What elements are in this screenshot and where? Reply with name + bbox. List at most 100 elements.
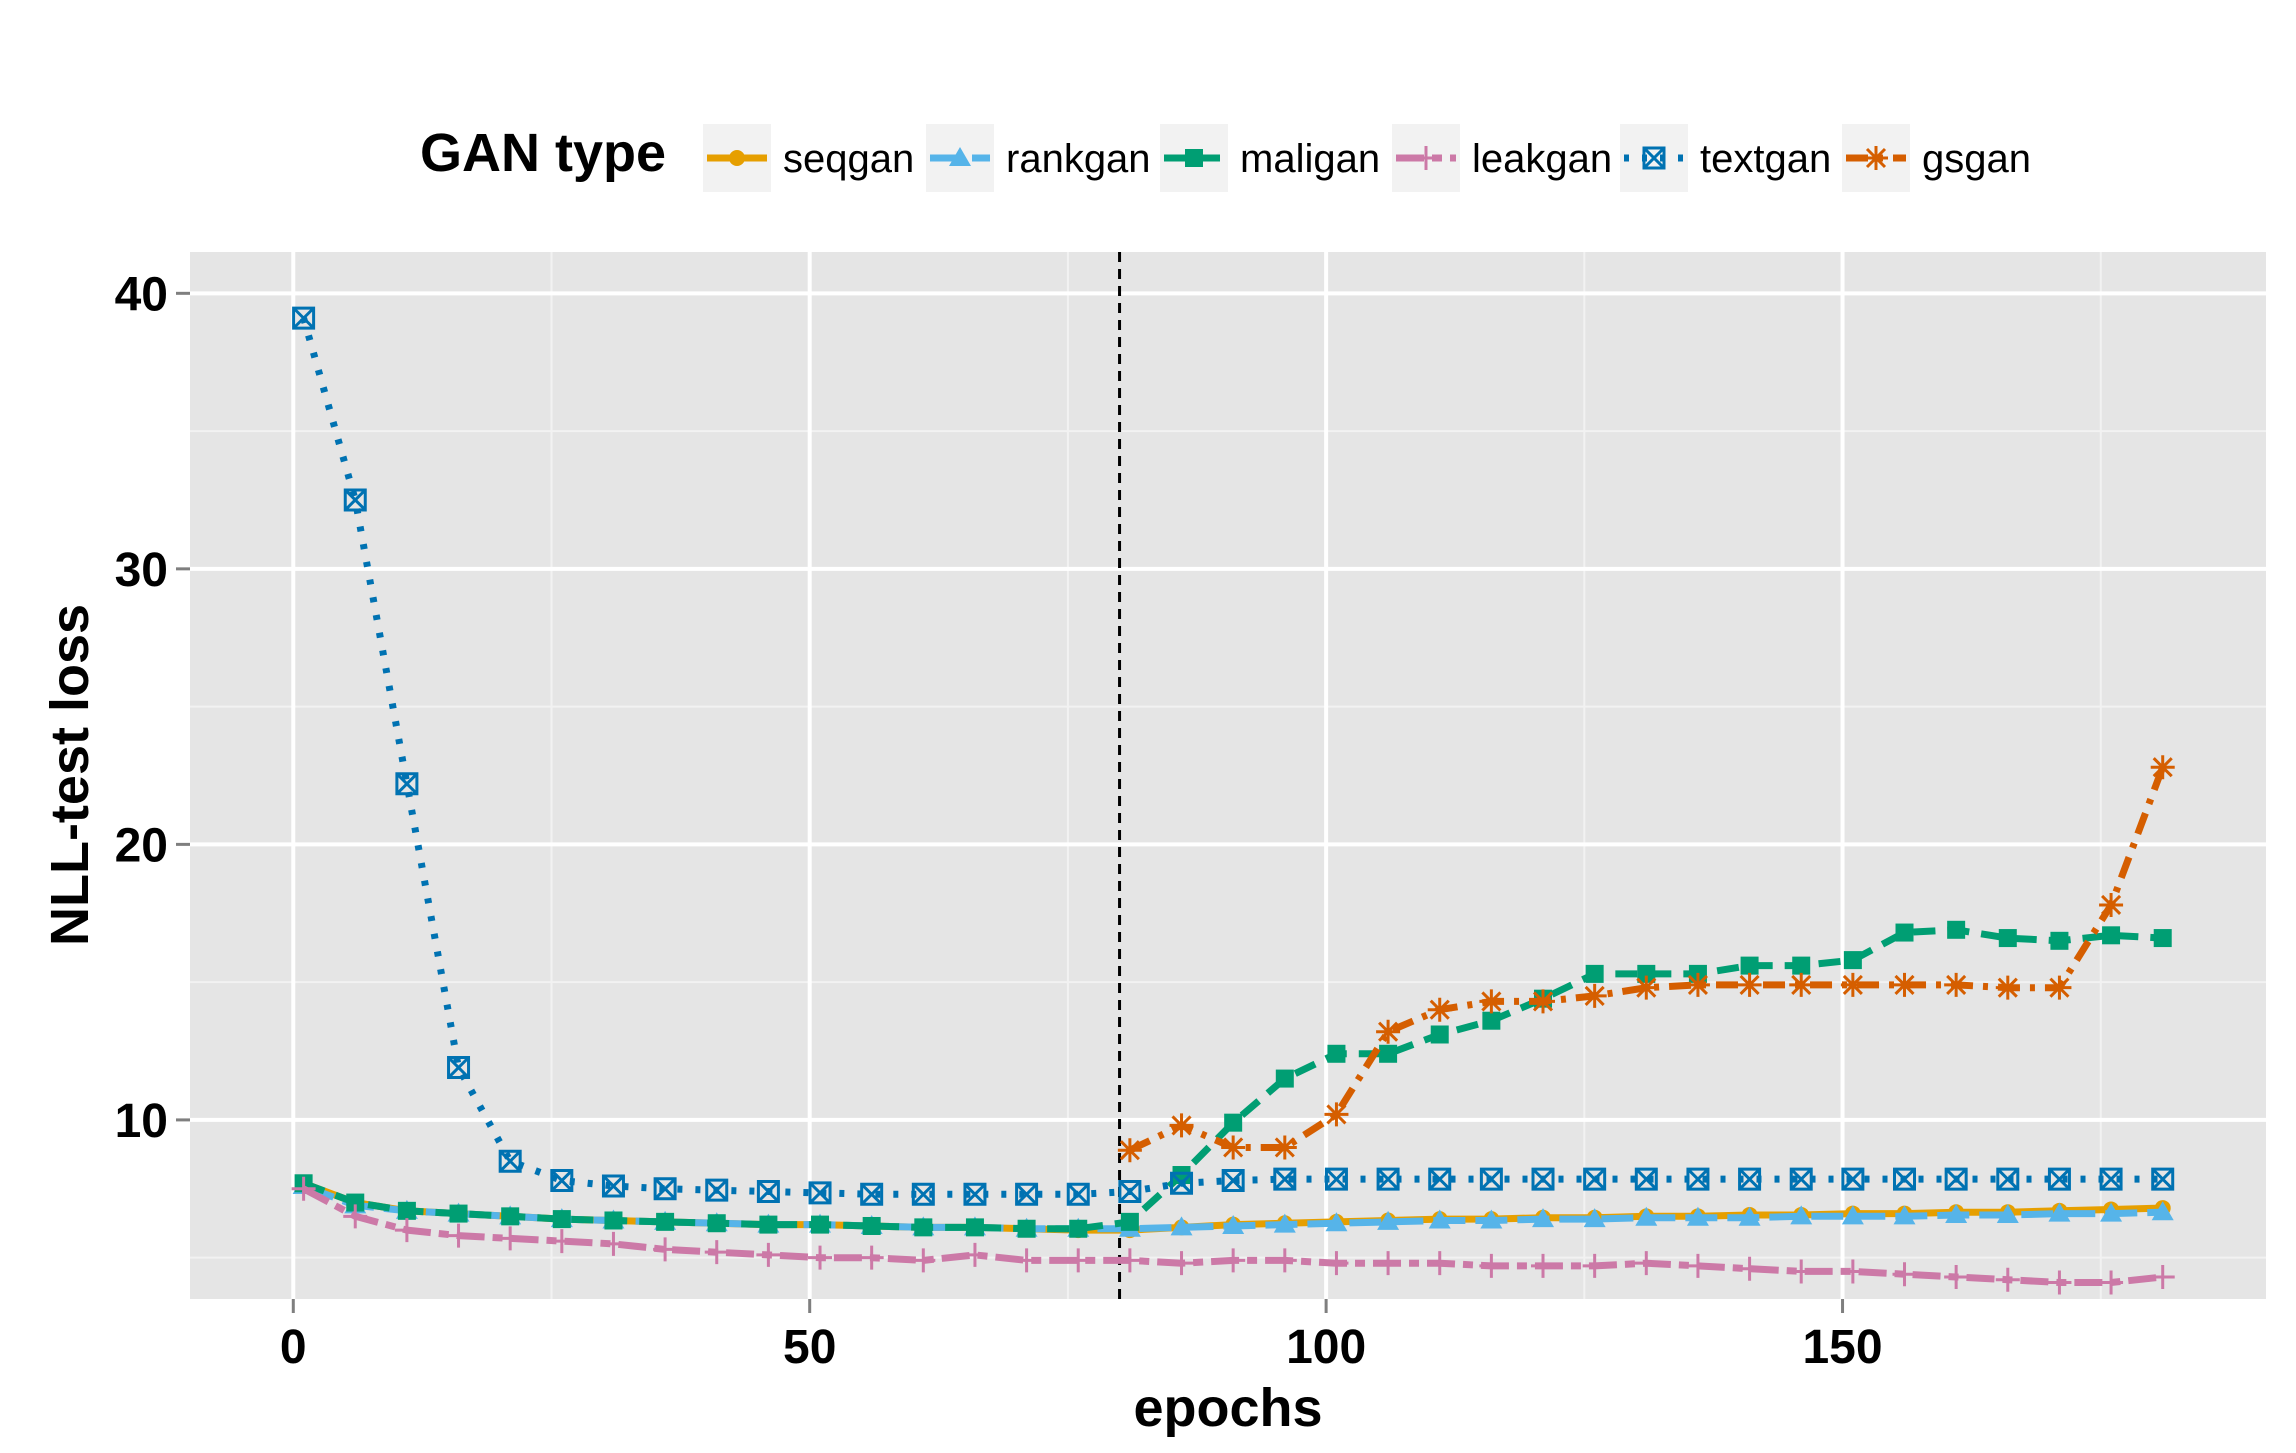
data-point-textgan: [1634, 1167, 1658, 1191]
x-axis: 0 50 100 150: [280, 1299, 1883, 1374]
data-point-leakgan: [1995, 1267, 2020, 1292]
data-point-leakgan: [1789, 1259, 1814, 1284]
data-point-textgan: [1893, 1167, 1917, 1191]
data-point-maligan: [2050, 931, 2069, 950]
data-point-leakgan: [2047, 1270, 2072, 1295]
data-point-maligan: [965, 1218, 984, 1237]
data-point-leakgan: [1427, 1251, 1452, 1276]
data-point-leakgan: [1737, 1256, 1762, 1281]
data-point-maligan: [501, 1207, 520, 1226]
data-point-leakgan: [1892, 1262, 1917, 1287]
data-point-maligan: [1895, 923, 1914, 942]
data-point-leakgan: [498, 1226, 523, 1251]
data-point-textgan: [1066, 1182, 1090, 1206]
data-point-maligan: [862, 1216, 881, 1235]
data-point-leakgan: [1685, 1253, 1710, 1278]
data-point-textgan: [1738, 1167, 1762, 1191]
x-tick-label: 100: [1286, 1321, 1366, 1374]
data-point-maligan: [811, 1215, 830, 1234]
data-point-rankgan: [1325, 1212, 1348, 1232]
legend-item-rankgan: rankgan: [926, 124, 1151, 192]
data-point-leakgan: [1221, 1248, 1246, 1273]
legend-label: gsgan: [1922, 137, 2031, 181]
legend-title: GAN type: [420, 123, 666, 183]
data-point-textgan: [1531, 1167, 1555, 1191]
data-point-gsgan: [1737, 972, 1762, 997]
data-point-rankgan: [1480, 1209, 1503, 1229]
y-axis: 10 20 30 40: [115, 268, 190, 1148]
legend-key-marker: [1642, 146, 1666, 170]
data-point-textgan: [447, 1056, 471, 1080]
data-point-leakgan: [601, 1231, 626, 1256]
data-point-gsgan: [1324, 1102, 1349, 1127]
data-point-gsgan: [1427, 997, 1452, 1022]
data-point-rankgan: [1841, 1205, 1864, 1225]
data-point-leakgan: [1840, 1259, 1865, 1284]
data-point-gsgan: [1272, 1135, 1297, 1160]
data-point-gsgan: [1840, 972, 1865, 997]
data-point-rankgan: [1893, 1205, 1916, 1225]
legend-items: seqgan rankgan maligan leakgan textgan gsgan: [703, 124, 2031, 192]
data-point-leakgan: [859, 1245, 884, 1270]
data-point-maligan: [1843, 951, 1862, 970]
data-point-textgan: [963, 1182, 987, 1206]
series-layer: [291, 306, 2175, 1295]
data-point-gsgan: [1531, 989, 1556, 1014]
data-point-textgan: [1686, 1167, 1710, 1191]
data-point-maligan: [1947, 920, 1966, 939]
legend-label: seqgan: [783, 137, 914, 181]
data-point-textgan: [2099, 1167, 2123, 1191]
legend-key-marker: [1185, 149, 1203, 167]
data-point-textgan: [1118, 1180, 1142, 1204]
data-point-maligan: [1224, 1113, 1243, 1132]
legend-key-marker: [729, 150, 745, 166]
data-point-rankgan: [1428, 1209, 1451, 1229]
data-point-gsgan: [1169, 1113, 1194, 1138]
data-point-textgan: [292, 306, 316, 330]
legend-item-seqgan: seqgan: [703, 124, 914, 192]
data-point-textgan: [1273, 1167, 1297, 1191]
legend-label: maligan: [1240, 137, 1380, 181]
data-point-rankgan: [1170, 1216, 1193, 1236]
data-point-maligan: [1482, 1011, 1501, 1030]
data-point-maligan: [759, 1215, 778, 1234]
data-point-maligan: [1998, 929, 2017, 948]
legend-key-marker: [949, 147, 971, 166]
data-point-textgan: [1996, 1167, 2020, 1191]
data-point-textgan: [343, 488, 367, 512]
data-point-leakgan: [1944, 1264, 1969, 1289]
data-point-leakgan: [2150, 1264, 2175, 1289]
legend: GAN type seqgan rankgan maligan leakgan text…: [420, 123, 2031, 192]
y-tick-label: 10: [115, 1095, 168, 1148]
data-point-textgan: [1170, 1171, 1194, 1195]
data-point-gsgan: [1221, 1135, 1246, 1160]
data-point-leakgan: [1376, 1251, 1401, 1276]
data-point-maligan: [1740, 956, 1759, 975]
data-point-rankgan: [1583, 1208, 1606, 1228]
data-point-textgan: [1841, 1167, 1865, 1191]
data-point-textgan: [1479, 1167, 1503, 1191]
data-point-textgan: [653, 1177, 677, 1201]
data-point-textgan: [2047, 1167, 2071, 1191]
data-point-leakgan: [1479, 1253, 1504, 1278]
data-point-gsgan: [1582, 983, 1607, 1008]
data-point-gsgan: [2047, 975, 2072, 1000]
data-point-textgan: [1221, 1169, 1245, 1193]
data-point-textgan: [498, 1149, 522, 1173]
data-point-textgan: [1324, 1167, 1348, 1191]
data-point-leakgan: [704, 1240, 729, 1265]
data-point-maligan: [2153, 929, 2172, 948]
legend-item-gsgan: gsgan: [1842, 124, 2031, 192]
legend-label: textgan: [1700, 137, 1831, 181]
data-point-textgan: [1583, 1167, 1607, 1191]
data-point-leakgan: [549, 1229, 574, 1254]
data-point-maligan: [2102, 926, 2121, 945]
data-point-textgan: [705, 1178, 729, 1202]
data-point-textgan: [1428, 1167, 1452, 1191]
data-point-textgan: [550, 1169, 574, 1193]
data-point-gsgan: [1685, 972, 1710, 997]
legend-key-marker: [1864, 146, 1888, 170]
data-point-leakgan: [1634, 1251, 1659, 1276]
data-point-gsgan: [2099, 892, 2124, 917]
